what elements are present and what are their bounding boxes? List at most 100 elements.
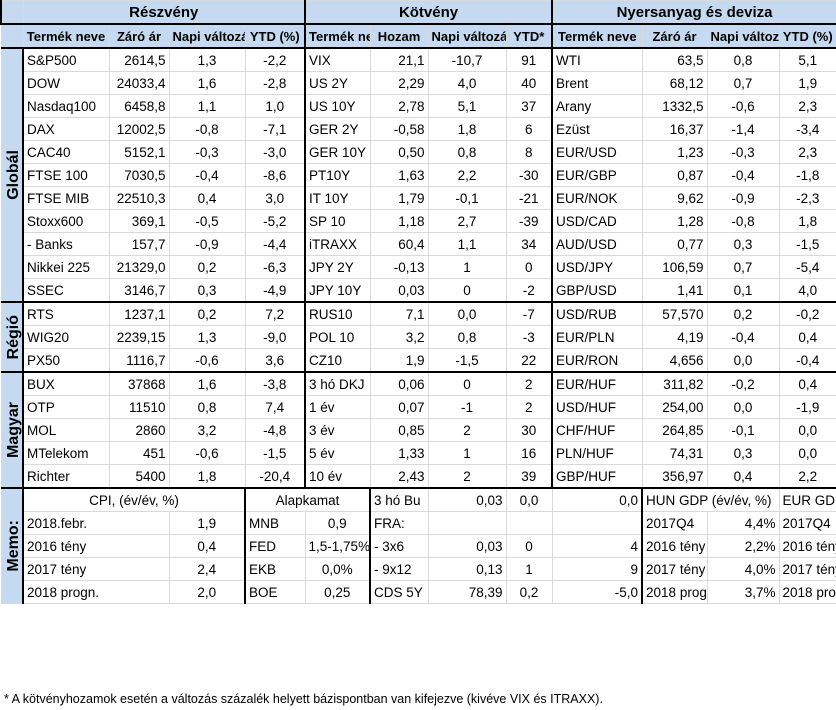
cell-value: 1,0 <box>244 94 306 118</box>
cell-value: -0,8 <box>168 117 246 141</box>
product-name: EUR/NOK <box>551 186 643 210</box>
cell-value: -0,9 <box>168 232 246 256</box>
cell-value: 0,07 <box>369 395 429 419</box>
cell-value: 60,4 <box>369 232 429 256</box>
cell-value: 1 <box>427 255 507 279</box>
cell-value: 0,77 <box>641 232 708 256</box>
cell-value: 0,4 <box>168 186 246 210</box>
cell-value: 4,0 <box>778 278 836 303</box>
cell-value: 16,37 <box>641 117 708 141</box>
cell-value: -9,0 <box>244 325 306 349</box>
cell-value: 2614,5 <box>108 47 170 72</box>
cell-value: 2 <box>427 418 507 442</box>
cell-value: 3,6 <box>244 348 306 373</box>
memo-cell: 1,5-1,75% <box>304 534 371 558</box>
memo-cell: FED <box>243 534 306 558</box>
cell-value: 24033,4 <box>108 71 170 95</box>
memo-cell: 2016 tény <box>22 534 170 558</box>
product-name: SSEC <box>22 278 110 303</box>
cell-value: 0,85 <box>369 418 429 442</box>
cell-value: -4,9 <box>244 278 306 303</box>
cell-value: 0,06 <box>369 371 429 396</box>
product-name: PLN/HUF <box>551 441 643 465</box>
memo-cell: EKB <box>243 557 306 581</box>
cell-value: 369,1 <box>108 209 170 233</box>
product-name: POL 10 <box>304 325 371 349</box>
cell-value: 0,3 <box>706 441 780 465</box>
product-name: DAX <box>22 117 110 141</box>
cell-value: 0,3 <box>706 232 780 256</box>
cell-value: 0,8 <box>427 325 507 349</box>
product-name: EUR/PLN <box>551 325 643 349</box>
product-name: - Banks <box>22 232 110 256</box>
cell-value: 68,12 <box>641 71 708 95</box>
cell-value: -1,5 <box>427 348 507 373</box>
memo-row: 2017 tény 2,4 EKB 0,0% - 9x12 0,13 1 9 2017 tény… <box>1 557 836 581</box>
memo-cell: FRA: <box>369 511 429 535</box>
cell-value: 16 <box>505 441 553 465</box>
cell-value: 3,0 <box>244 186 306 210</box>
cell-value: -0,4 <box>706 325 780 349</box>
product-name: EUR/HUF <box>551 371 643 396</box>
memo-row: 2016 tény 0,4 FED 1,5-1,75% - 3x6 0,03 0 4 2016 … <box>1 534 836 558</box>
cell-value: 1,8 <box>427 117 507 141</box>
cell-value: 0,03 <box>369 278 429 303</box>
cell-value: 2,43 <box>369 464 429 489</box>
memo-cell: 2017 tény <box>778 557 836 581</box>
table-row: FTSE MIB 22510,3 0,4 3,0 IT 10Y 1,79 -0,1 -21 EU… <box>1 186 836 210</box>
cell-value: -0,8 <box>706 209 780 233</box>
memo-bu-name: 3 hó Bu <box>369 487 429 512</box>
cell-value: 4,656 <box>641 348 708 373</box>
memo-cell: - 9x12 <box>369 557 429 581</box>
product-name: Nikkei 225 <box>22 255 110 279</box>
memo-cell <box>505 511 553 535</box>
market-table: Részvény Kötvény Nyersanyag és deviza Te… <box>0 0 836 604</box>
table-row: Magyar BUX 37868 1,6 -3,8 3 hó DKJ 0,06 0 2 EUR/H… <box>0 371 836 489</box>
cell-value: 0,0 <box>706 348 780 373</box>
cell-value: 2 <box>505 395 553 419</box>
memo-cell: 2018 progn. <box>22 580 170 604</box>
cell-value: -2 <box>505 278 553 303</box>
cell-value: -8,6 <box>244 163 306 187</box>
memo-cell: 3,7% <box>706 580 780 604</box>
memo-row: 2018 progn. 2,0 BOE 0,25 CDS 5Y 78,39 0,2 -5,0 2… <box>1 580 836 604</box>
memo-cell: 1 <box>505 557 553 581</box>
cell-value: -0,3 <box>706 140 780 164</box>
cell-value: 40 <box>505 71 553 95</box>
memo-cell: 2018 progn. <box>778 580 836 604</box>
col-napi-kotveny: Napi változás* <box>427 23 507 49</box>
cell-value: 1,3 <box>168 47 246 72</box>
memo-cell: 0,25 <box>304 580 371 604</box>
table-row: MOL 2860 3,2 -4,8 3 év 0,85 2 30 CHF/HUF 264,85 -0… <box>1 418 836 442</box>
cell-value: 7,2 <box>244 301 306 326</box>
cell-value: 0 <box>427 371 507 396</box>
memo-cell: 0,4 <box>168 534 246 558</box>
cell-value: 106,59 <box>641 255 708 279</box>
cell-value: 2239,15 <box>108 325 170 349</box>
cell-value: -4,8 <box>244 418 306 442</box>
memo-cell: 4,0% <box>706 557 780 581</box>
table-row: Nasdaq100 6458,8 1,1 1,0 US 10Y 2,78 5,1 37 Aran… <box>1 94 836 118</box>
table-row: SSEC 3146,7 0,3 -4,9 JPY 10Y 0,03 0 -2 GBP/USD 1,… <box>1 278 836 303</box>
cell-value: 11510 <box>108 395 170 419</box>
cell-value: 0 <box>505 255 553 279</box>
memo-cell: 2,0 <box>168 580 246 604</box>
header-nyersanyag: Nyersanyag és deviza <box>551 0 836 25</box>
cell-value: 1,33 <box>369 441 429 465</box>
cell-value: -1 <box>427 395 507 419</box>
product-name: 5 év <box>304 441 371 465</box>
cell-value: -21 <box>505 186 553 210</box>
cell-value: -1,9 <box>778 395 836 419</box>
cell-value: 1,23 <box>641 140 708 164</box>
table-row: PX50 1116,7 -0,6 3,6 CZ10 1,9 -1,5 22 EUR/RON 4,6… <box>1 348 836 373</box>
cell-value: 2,3 <box>778 140 836 164</box>
product-name: RTS <box>22 301 110 326</box>
memo-cell <box>427 511 507 535</box>
product-name: 3 hó DKJ <box>304 371 371 396</box>
product-name: EUR/GBP <box>551 163 643 187</box>
cell-value: 7,1 <box>369 301 429 326</box>
cell-value: -6,3 <box>244 255 306 279</box>
table-row: Stoxx600 369,1 -0,5 -5,2 SP 10 1,18 2,7 -39 USD/… <box>1 209 836 233</box>
cell-value: 1,6 <box>168 371 246 396</box>
cell-value: 0,4 <box>778 371 836 396</box>
